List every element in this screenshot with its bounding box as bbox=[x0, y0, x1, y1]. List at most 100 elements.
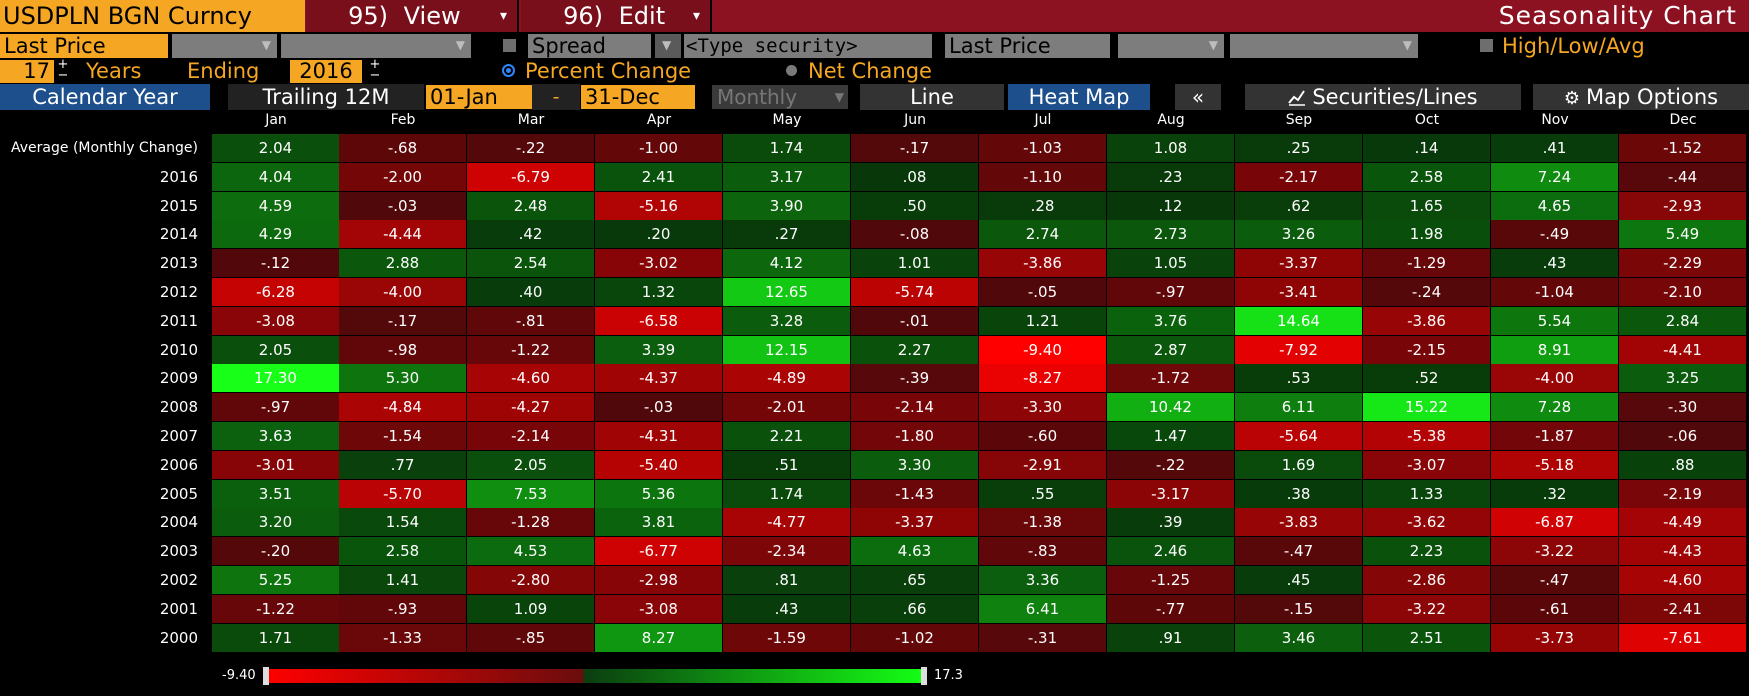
heatmap-cell[interactable]: .62 bbox=[1235, 191, 1363, 221]
heatmap-cell[interactable]: 2.73 bbox=[1107, 220, 1235, 250]
heatmap-cell[interactable]: .88 bbox=[1619, 450, 1747, 480]
heatmap-cell[interactable]: -1.10 bbox=[979, 162, 1107, 192]
heatmap-cell[interactable]: -6.79 bbox=[467, 162, 595, 192]
heatmap-cell[interactable]: -3.01 bbox=[212, 450, 340, 480]
heatmap-cell[interactable]: -3.41 bbox=[1235, 278, 1363, 307]
heatmap-cell[interactable]: -3.86 bbox=[979, 249, 1107, 279]
percent-change-radio[interactable] bbox=[502, 64, 515, 77]
heatmap-cell[interactable]: -1.29 bbox=[1363, 249, 1491, 279]
field-dropdown-1[interactable]: ▼ bbox=[172, 34, 277, 58]
heatmap-cell[interactable]: -.03 bbox=[339, 191, 467, 221]
heatmap-cell[interactable]: -5.40 bbox=[595, 450, 723, 480]
heatmap-cell[interactable]: -.93 bbox=[339, 594, 467, 624]
heatmap-cell[interactable]: 2.54 bbox=[467, 249, 595, 279]
map-options-button[interactable]: ⚙ Map Options bbox=[1533, 84, 1749, 110]
heatmap-cell[interactable]: -.15 bbox=[1235, 594, 1363, 624]
heatmap-cell[interactable]: 1.74 bbox=[723, 134, 851, 163]
heatmap-cell[interactable]: 3.25 bbox=[1619, 364, 1747, 394]
heatmap-cell[interactable]: -.47 bbox=[1235, 537, 1363, 567]
heatmap-cell[interactable]: 1.47 bbox=[1107, 422, 1235, 451]
heatmap-cell[interactable]: -3.37 bbox=[1235, 249, 1363, 279]
heatmap-cell[interactable]: 1.41 bbox=[339, 566, 467, 595]
heatmap-cell[interactable]: 2.58 bbox=[339, 537, 467, 567]
heatmap-cell[interactable]: -.08 bbox=[851, 220, 979, 250]
heatmap-cell[interactable]: -4.84 bbox=[339, 393, 467, 423]
heatmap-cell[interactable]: -3.37 bbox=[851, 508, 979, 538]
heatmap-cell[interactable]: -3.22 bbox=[1491, 537, 1619, 567]
heatmap-cell[interactable]: -2.14 bbox=[467, 422, 595, 451]
heatmap-cell[interactable]: -1.22 bbox=[212, 594, 340, 624]
heatmap-cell[interactable]: -4.41 bbox=[1619, 335, 1747, 365]
heatmap-cell[interactable]: .08 bbox=[851, 162, 979, 192]
price-field-2-select[interactable]: Last Price bbox=[945, 34, 1110, 58]
heatmap-cell[interactable]: -3.17 bbox=[1107, 479, 1235, 509]
heatmap-cell[interactable]: .32 bbox=[1491, 479, 1619, 509]
heatmap-cell[interactable]: -4.27 bbox=[467, 393, 595, 423]
heatmap-cell[interactable]: .40 bbox=[467, 278, 595, 307]
heatmap-cell[interactable]: -2.00 bbox=[339, 162, 467, 192]
heatmap-cell[interactable]: 12.15 bbox=[723, 335, 851, 365]
heatmap-cell[interactable]: -6.28 bbox=[212, 278, 340, 307]
heatmap-cell[interactable]: -.97 bbox=[212, 393, 340, 423]
heatmap-cell[interactable]: -6.77 bbox=[595, 537, 723, 567]
heatmap-cell[interactable]: 2.51 bbox=[1363, 623, 1491, 653]
heatmap-cell[interactable]: -2.93 bbox=[1619, 191, 1747, 221]
heatmap-cell[interactable]: 2.88 bbox=[339, 249, 467, 279]
heatmap-cell[interactable]: -4.60 bbox=[467, 364, 595, 394]
heatmap-cell[interactable]: -3.08 bbox=[595, 594, 723, 624]
heatmap-cell[interactable]: -6.87 bbox=[1491, 508, 1619, 538]
heatmap-cell[interactable]: -4.77 bbox=[723, 508, 851, 538]
heatmap-cell[interactable]: 2.04 bbox=[212, 134, 340, 163]
heatmap-cell[interactable]: -3.83 bbox=[1235, 508, 1363, 538]
heatmap-cell[interactable]: -1.38 bbox=[979, 508, 1107, 538]
heatmap-cell[interactable]: .42 bbox=[467, 220, 595, 250]
heatmap-cell[interactable]: -.97 bbox=[1107, 278, 1235, 307]
heatmap-cell[interactable]: -4.43 bbox=[1619, 537, 1747, 567]
heatmap-cell[interactable]: -1.03 bbox=[979, 134, 1107, 163]
heatmap-cell[interactable]: -6.58 bbox=[595, 306, 723, 336]
heatmap-cell[interactable]: -4.00 bbox=[1491, 364, 1619, 394]
heatmap-cell[interactable]: -.24 bbox=[1363, 278, 1491, 307]
ending-year-input[interactable]: 2016 bbox=[290, 60, 362, 83]
heatmap-cell[interactable]: .45 bbox=[1235, 566, 1363, 595]
heatmap-cell[interactable]: -2.29 bbox=[1619, 249, 1747, 279]
heatmap-cell[interactable]: 7.28 bbox=[1491, 393, 1619, 423]
heatmap-cell[interactable]: 4.53 bbox=[467, 537, 595, 567]
heatmap-cell[interactable]: 1.54 bbox=[339, 508, 467, 538]
heatmap-cell[interactable]: -1.22 bbox=[467, 335, 595, 365]
heatmap-cell[interactable]: -1.54 bbox=[339, 422, 467, 451]
heatmap-cell[interactable]: .27 bbox=[723, 220, 851, 250]
heatmap-cell[interactable]: 3.63 bbox=[212, 422, 340, 451]
heatmap-cell[interactable]: 4.12 bbox=[723, 249, 851, 279]
heatmap-cell[interactable]: .25 bbox=[1235, 134, 1363, 163]
heatmap-cell[interactable]: 7.24 bbox=[1491, 162, 1619, 192]
heatmap-cell[interactable]: -4.60 bbox=[1619, 566, 1747, 595]
heatmap-cell[interactable]: 1.21 bbox=[979, 306, 1107, 336]
heatmap-cell[interactable]: 3.51 bbox=[212, 479, 340, 509]
heatmap-cell[interactable]: 3.28 bbox=[723, 306, 851, 336]
heatmap-cell[interactable]: -3.22 bbox=[1363, 594, 1491, 624]
spread-select[interactable]: Spread bbox=[528, 34, 651, 58]
tab-trailing-12m[interactable]: Trailing 12M bbox=[228, 84, 426, 110]
heatmap-cell[interactable]: 1.71 bbox=[212, 623, 340, 653]
heatmap-cell[interactable]: 4.29 bbox=[212, 220, 340, 250]
heatmap-cell[interactable]: .53 bbox=[1235, 364, 1363, 394]
heatmap-cell[interactable]: -.44 bbox=[1619, 162, 1747, 192]
heatmap-cell[interactable]: -2.01 bbox=[723, 393, 851, 423]
heatmap-cell[interactable]: -2.86 bbox=[1363, 566, 1491, 595]
heatmap-cell[interactable]: 3.76 bbox=[1107, 306, 1235, 336]
heatmap-cell[interactable]: 3.46 bbox=[1235, 623, 1363, 653]
heatmap-cell[interactable]: 10.42 bbox=[1107, 393, 1235, 423]
heatmap-cell[interactable]: 17.30 bbox=[212, 364, 340, 394]
heatmap-cell[interactable]: .65 bbox=[851, 566, 979, 595]
spread-dropdown-arrow[interactable]: ▼ bbox=[655, 34, 681, 58]
heatmap-cell[interactable]: .51 bbox=[723, 450, 851, 480]
heatmap-cell[interactable]: 2.05 bbox=[467, 450, 595, 480]
heatmap-cell[interactable]: -.20 bbox=[212, 537, 340, 567]
heatmap-cell[interactable]: 8.91 bbox=[1491, 335, 1619, 365]
heatmap-cell[interactable]: 5.49 bbox=[1619, 220, 1747, 250]
heatmap-cell[interactable]: -1.72 bbox=[1107, 364, 1235, 394]
heatmap-cell[interactable]: -.61 bbox=[1491, 594, 1619, 624]
heatmap-cell[interactable]: .23 bbox=[1107, 162, 1235, 192]
heatmap-cell[interactable]: .52 bbox=[1363, 364, 1491, 394]
